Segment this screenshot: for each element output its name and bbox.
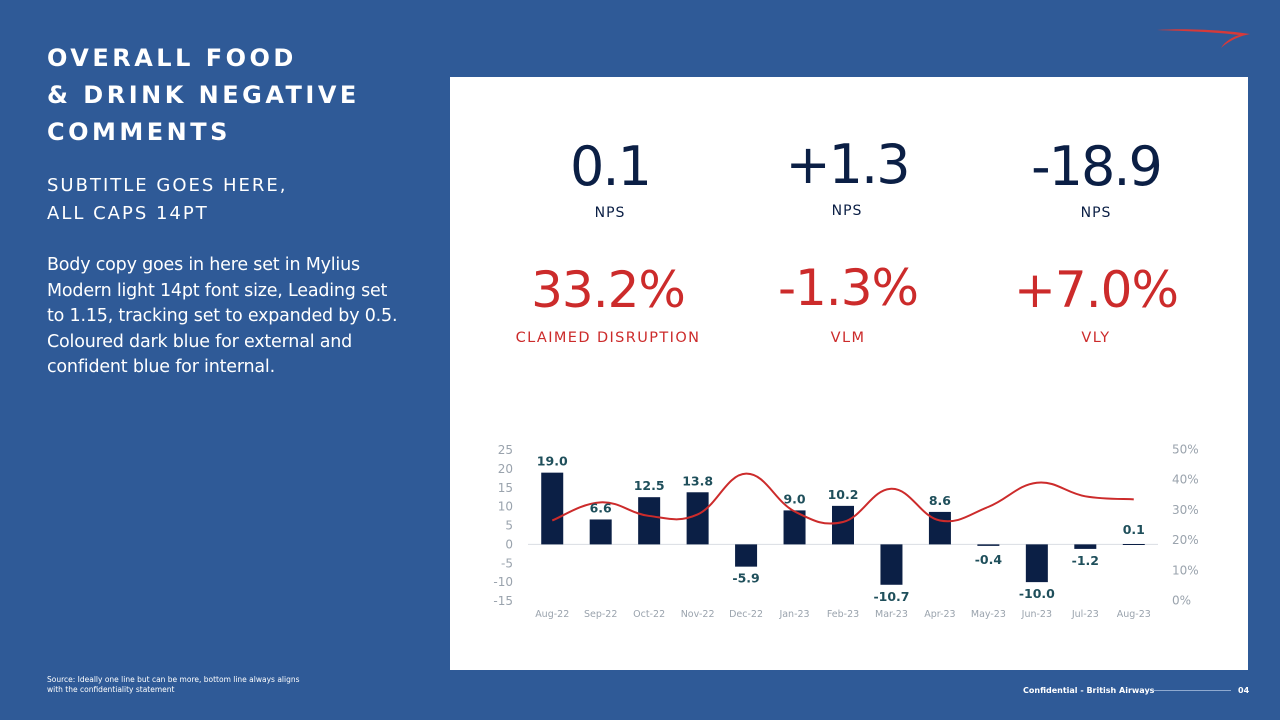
- bar: [783, 510, 806, 545]
- bar: [880, 544, 903, 585]
- x-tick-label: Aug-22: [535, 609, 569, 620]
- data-label: 19.0: [537, 454, 568, 469]
- kpi-value: 33.2%: [531, 261, 686, 319]
- kpi-label: NPS: [1080, 205, 1112, 221]
- bar: [589, 519, 612, 545]
- y-tick-label: 10: [498, 500, 513, 514]
- nps-combo-chart: 25 20 15 10 5 0 -5 -10 -15 50% 40% 30% 20% 10% 0% 19.0 6…: [493, 443, 1199, 621]
- kpi-nps-1: 0.1 NPS: [485, 135, 735, 222]
- x-tick-label: Mar-23: [875, 609, 908, 620]
- bar: [541, 472, 564, 545]
- bar: [638, 497, 661, 545]
- x-tick-label: Jun-23: [1021, 609, 1052, 620]
- y-tick-label: 15: [498, 481, 513, 495]
- x-tick-label: Oct-22: [633, 609, 665, 620]
- kpi-label: NPS: [831, 203, 863, 219]
- kpi-value: +7.0%: [1014, 261, 1179, 319]
- x-tick-label: Aug-23: [1117, 609, 1151, 620]
- bar: [1122, 543, 1145, 545]
- slide-title: OVERALL FOOD & DRINK NEGATIVE COMMENTS: [47, 44, 360, 146]
- kpi-label: CLAIMED DISRUPTION: [515, 330, 701, 346]
- data-label: 6.6: [590, 500, 612, 515]
- line-series: [551, 472, 1134, 525]
- confidential-statement: Confidential - British Airways: [1023, 686, 1155, 695]
- bar: [735, 544, 758, 567]
- slide-subtitle: SUBTITLE GOES HERE, ALL CAPS 14PT: [47, 175, 288, 224]
- y-tick-label: -10: [493, 575, 513, 589]
- data-label: 9.0: [783, 491, 805, 506]
- data-label: 0.1: [1123, 522, 1145, 537]
- kpi-claimed-disruption: 33.2% CLAIMED DISRUPTION: [483, 260, 733, 346]
- british-airways-speedmarque-logo: [1157, 29, 1250, 48]
- y2-tick-label: 50%: [1172, 443, 1199, 457]
- page-number: 04: [1238, 686, 1250, 695]
- data-label: -1.2: [1072, 553, 1099, 568]
- kpi-nps-3: -18.9 NPS: [971, 135, 1221, 222]
- bar: [686, 492, 709, 545]
- y-tick-label: -15: [493, 594, 513, 608]
- kpi-value: +1.3: [785, 133, 910, 196]
- y2-tick-label: 40%: [1172, 473, 1199, 487]
- y2-tick-label: 30%: [1172, 503, 1199, 517]
- bar: [928, 511, 951, 545]
- bar: [832, 505, 854, 545]
- data-label: 10.2: [828, 487, 859, 502]
- kpi-vlm: -1.3% VLM: [723, 258, 973, 346]
- y2-tick-label: 20%: [1172, 533, 1199, 547]
- bar: [1074, 544, 1097, 549]
- kpi-value: -18.9: [1031, 135, 1163, 198]
- data-label: -5.9: [732, 571, 759, 586]
- kpi-vly: +7.0% VLY: [971, 260, 1221, 346]
- kpi-label: VLM: [830, 330, 866, 346]
- y-tick-label: 25: [498, 443, 513, 457]
- y-tick-label: 20: [498, 462, 513, 476]
- data-label: -10.7: [873, 589, 909, 604]
- body-copy: Body copy goes in here set in Mylius Mod…: [47, 255, 398, 378]
- data-label: 12.5: [634, 478, 665, 493]
- y-tick-label: -5: [501, 556, 513, 570]
- y2-tick-label: 10%: [1172, 563, 1199, 577]
- data-label: -0.4: [975, 552, 1003, 567]
- bar: [1025, 544, 1048, 583]
- y-tick-label: 0: [505, 537, 513, 551]
- data-label: 8.6: [929, 493, 951, 508]
- kpi-value: -1.3%: [777, 259, 919, 317]
- y-tick-label: 5: [505, 519, 513, 533]
- kpi-label: NPS: [594, 205, 626, 221]
- source-note: Source: Ideally one line but can be more…: [47, 675, 300, 694]
- x-tick-label: Jul-23: [1071, 609, 1099, 620]
- x-tick-label: Feb-23: [827, 609, 859, 620]
- y2-tick-label: 0%: [1172, 594, 1191, 608]
- content-panel: 0.1 NPS +1.3 NPS -18.9 NPS 33.2% CLAIMED…: [450, 77, 1248, 670]
- kpi-label: VLY: [1081, 330, 1111, 346]
- kpi-value: 0.1: [570, 135, 652, 198]
- footer-divider: [1153, 690, 1231, 691]
- x-tick-label: Nov-22: [681, 609, 715, 620]
- kpi-nps-2: +1.3 NPS: [722, 133, 972, 220]
- data-label: 13.8: [682, 473, 713, 488]
- data-label: -10.0: [1019, 586, 1055, 601]
- bar: [977, 544, 1000, 546]
- x-tick-label: Apr-23: [924, 609, 955, 620]
- x-tick-label: May-23: [971, 609, 1006, 620]
- x-tick-label: Sep-22: [584, 609, 617, 620]
- x-tick-label: Jan-23: [778, 609, 809, 620]
- x-tick-label: Dec-22: [729, 609, 763, 620]
